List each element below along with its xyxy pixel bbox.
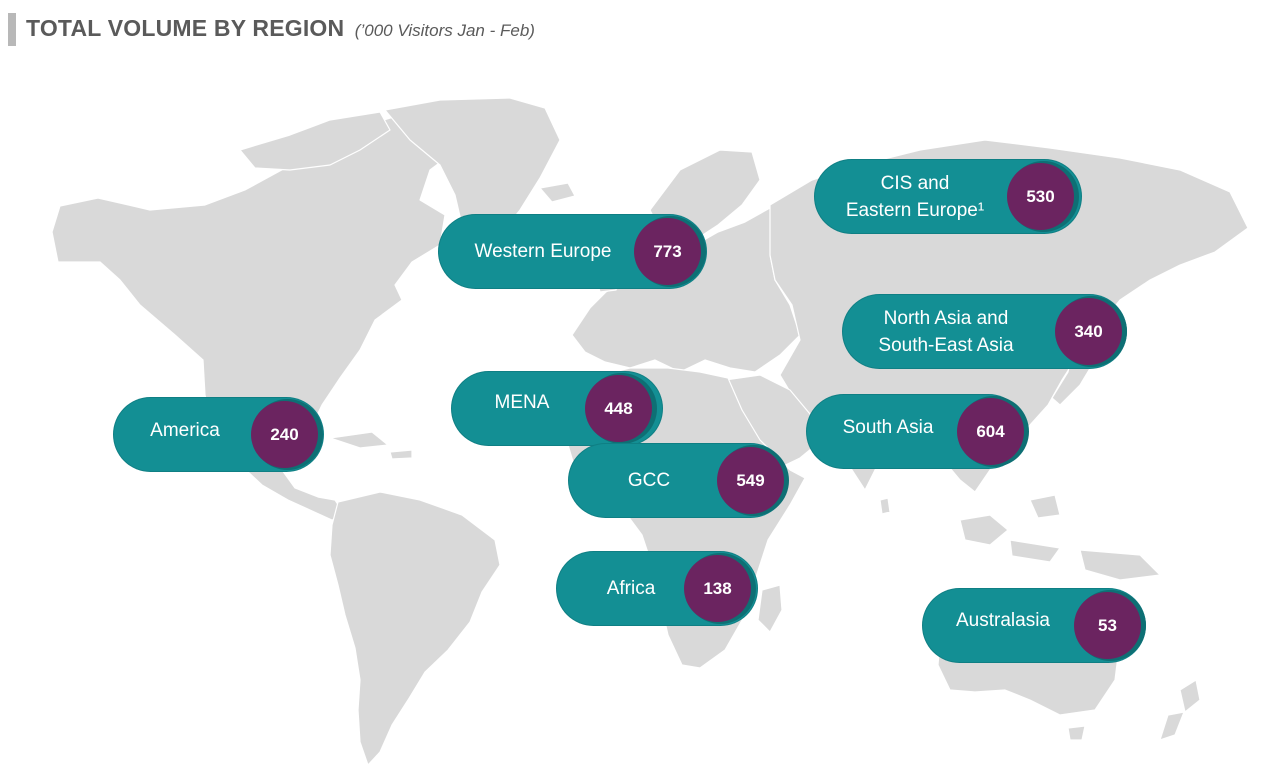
sri-lanka bbox=[879, 497, 891, 515]
region-value-north-asia: 340 bbox=[1055, 298, 1122, 365]
region-value-mena: 448 bbox=[585, 375, 652, 442]
title-accent-bar bbox=[8, 13, 16, 46]
region-callout-australasia: Australasia 53 bbox=[923, 589, 1145, 662]
caribbean bbox=[329, 431, 413, 460]
region-value-australasia: 53 bbox=[1074, 592, 1141, 659]
region-callout-north-asia: North Asia and South-East Asia 340 bbox=[843, 295, 1126, 368]
region-label-western-europe: Western Europe bbox=[474, 241, 612, 262]
region-label-gcc: GCC bbox=[627, 470, 671, 491]
region-value-cis: 530 bbox=[1007, 163, 1074, 230]
region-label-australasia: Australasia bbox=[956, 610, 1050, 631]
new-zealand bbox=[1159, 679, 1201, 741]
region-callout-cis: CIS and Eastern Europe¹ 530 bbox=[815, 160, 1081, 233]
region-callout-gcc: GCC 549 bbox=[569, 444, 787, 517]
region-callout-africa: Africa 138 bbox=[557, 552, 757, 625]
region-value-gcc: 549 bbox=[717, 447, 784, 514]
region-label-north-asia: North Asia and South-East Asia bbox=[878, 307, 1014, 356]
region-callout-mena: MENA 448 bbox=[452, 372, 662, 445]
madagascar bbox=[757, 584, 783, 633]
region-value-south-asia: 604 bbox=[957, 398, 1024, 465]
region-callout-western-europe: Western Europe 773 bbox=[439, 215, 706, 288]
region-value-africa: 138 bbox=[684, 555, 751, 622]
iceland bbox=[539, 182, 576, 203]
region-value-america: 240 bbox=[251, 401, 318, 468]
region-label-africa: Africa bbox=[606, 578, 656, 599]
region-label-cis: CIS and Eastern Europe¹ bbox=[845, 172, 985, 221]
tasmania bbox=[1067, 725, 1086, 741]
region-callout-america: America 240 bbox=[114, 398, 323, 471]
page-title: TOTAL VOLUME BY REGION (’000 Visitors Ja… bbox=[26, 15, 535, 42]
region-label-south-asia: South Asia bbox=[842, 417, 934, 438]
region-value-western-europe: 773 bbox=[634, 218, 701, 285]
region-label-america: America bbox=[150, 420, 220, 441]
south-america bbox=[329, 491, 501, 766]
title-main: TOTAL VOLUME BY REGION bbox=[26, 15, 345, 41]
region-label-mena: MENA bbox=[494, 392, 550, 413]
region-callout-south-asia: South Asia 604 bbox=[807, 395, 1025, 468]
title-subtitle: (’000 Visitors Jan - Feb) bbox=[354, 21, 535, 40]
southeast-asia-islands bbox=[959, 494, 1161, 581]
arctic-islands bbox=[239, 111, 391, 171]
